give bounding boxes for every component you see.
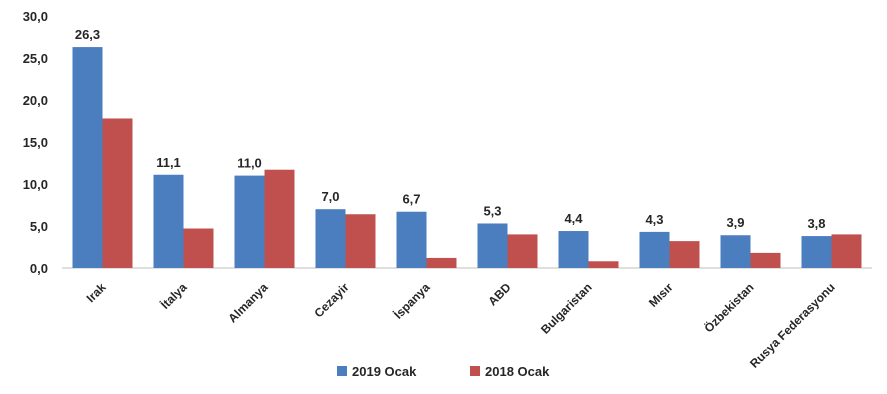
bar-series2 — [588, 261, 619, 268]
y-axis-ticks: 0,0 5,0 10,0 15,0 20,0 25,0 30,0 — [23, 9, 48, 276]
legend-label: 2019 Ocak — [352, 364, 417, 379]
data-label: 3,9 — [726, 215, 744, 230]
bar-series2 — [831, 234, 862, 268]
data-label: 11,0 — [237, 156, 262, 171]
bar-series1 — [315, 209, 346, 268]
data-label: 4,3 — [645, 212, 663, 227]
data-label: 26,3 — [75, 27, 100, 42]
y-tick-label: 25,0 — [23, 51, 48, 66]
y-tick-label: 30,0 — [23, 9, 48, 24]
bar-series2 — [102, 118, 133, 268]
y-tick-label: 20,0 — [23, 93, 48, 108]
bar-series1 — [801, 236, 832, 268]
category-label: İtalya — [157, 279, 190, 312]
bar-series1 — [153, 174, 184, 268]
category-label: Rusya Federasyonu — [747, 280, 838, 371]
bar-series1 — [396, 211, 427, 268]
category-label: Irak — [84, 280, 109, 305]
category-label: Almanya — [225, 280, 271, 326]
bar-series2 — [345, 214, 376, 268]
bar-series1 — [72, 47, 103, 268]
legend-swatch — [470, 366, 480, 376]
data-label: 4,4 — [564, 211, 583, 226]
bar-series1 — [639, 231, 670, 268]
category-label: Mısır — [646, 280, 676, 310]
y-tick-label: 10,0 — [23, 177, 48, 192]
bar-series1 — [558, 231, 589, 268]
bar-series1 — [720, 235, 751, 268]
category-label: İspanya — [390, 279, 432, 321]
category-label: Özbekistan — [701, 280, 757, 336]
legend-label: 2018 Ocak — [485, 364, 550, 379]
data-label: 7,0 — [321, 189, 339, 204]
data-labels: 26,3 11,1 11,0 7,0 6,7 5,3 4,4 4,3 3,9 3,8 — [75, 27, 826, 231]
bar-series1 — [234, 175, 265, 268]
legend: 2019 Ocak 2018 Ocak — [337, 364, 550, 379]
y-tick-label: 0,0 — [30, 261, 48, 276]
data-label: 11,1 — [156, 155, 181, 170]
y-tick-label: 5,0 — [30, 219, 48, 234]
category-label: Bulgaristan — [538, 280, 595, 337]
bar-series2 — [264, 169, 295, 268]
bar-series1 — [477, 223, 508, 268]
bar-series2 — [183, 228, 214, 268]
data-label: 3,8 — [807, 216, 825, 231]
category-label: ABD — [485, 280, 514, 309]
bar-series2 — [750, 252, 781, 268]
bar-series2 — [507, 234, 538, 268]
y-tick-label: 15,0 — [23, 135, 48, 150]
bars — [72, 47, 862, 268]
category-label: Cezayir — [312, 280, 352, 320]
legend-swatch — [337, 366, 347, 376]
data-label: 6,7 — [402, 192, 420, 207]
data-label: 5,3 — [483, 203, 501, 218]
bar-series2 — [669, 241, 700, 268]
category-labels: Irak İtalya Almanya Cezayir İspanya ABD Bulgar… — [84, 279, 838, 370]
bar-series2 — [426, 257, 457, 268]
